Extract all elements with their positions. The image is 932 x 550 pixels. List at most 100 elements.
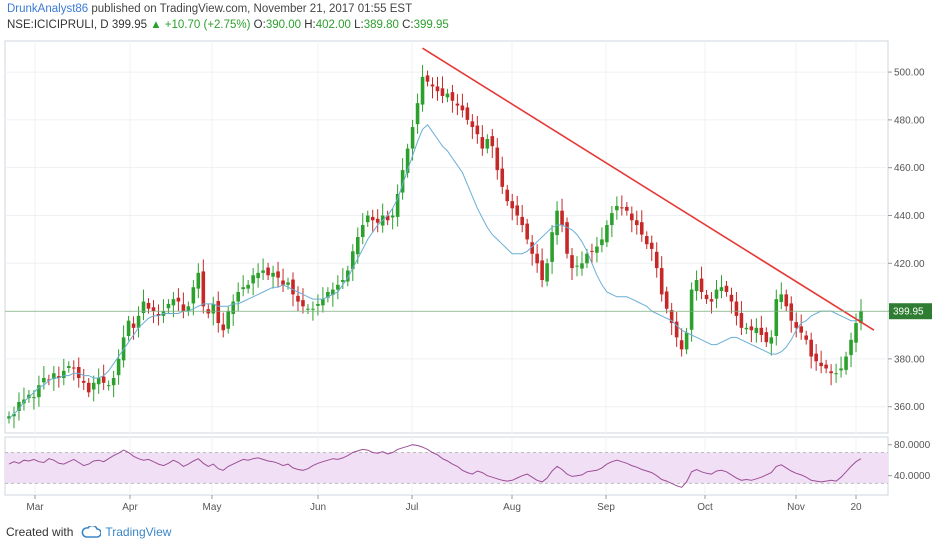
candle-body [704,294,709,300]
candle-body [146,302,151,309]
candle-body [246,284,250,289]
candle-body [659,268,664,295]
high-label: H: [304,19,316,31]
candle-body [789,303,794,321]
candle-body [365,215,370,223]
candle-body [430,84,435,87]
candle-body [555,210,559,236]
x-tick-label: May [203,502,222,513]
y-tick-label: 480.00 [894,115,925,126]
candle-body [734,301,739,316]
y-tick-label: 420.00 [894,259,925,270]
candle-body [71,367,76,369]
candle-body [156,313,161,316]
candle-body [535,253,539,264]
ma-line [8,123,862,420]
candle-body [739,313,744,328]
candle-body [181,304,186,312]
candle-body [126,320,131,336]
candle-body [321,299,325,306]
candle-body [550,232,554,262]
price-axis[interactable]: 500.00480.00460.00440.00420.00400.00380.… [5,68,932,414]
candle-body [66,366,71,368]
candle-body [714,289,719,299]
candle-body [346,270,350,282]
y-tick-label: 500.00 [894,68,925,79]
candle-body [500,168,505,187]
candle-body [465,107,470,120]
candle-body [545,263,549,282]
candle-body [625,206,629,211]
resistance-trendline [422,47,875,331]
price-pane-border [4,40,889,434]
candle-body [605,225,609,243]
author-link[interactable]: DrunkAnalyst86 [7,3,89,15]
rsi-band [5,452,888,484]
candle-body [445,93,450,98]
candle-body [490,136,495,147]
candle-body [136,315,141,328]
candle-body [291,279,295,295]
candle-body [17,401,21,412]
candle-body [839,368,843,371]
up-triangle-icon: ▲ [150,19,162,31]
candle-body [415,103,420,125]
publish-info: published on TradingView.com, November 2… [91,3,413,15]
time-axis[interactable]: Mar Apr May Jun Jul Aug Sep Oct Nov 20 [26,495,862,513]
candle-body [560,210,564,226]
symbol-name[interactable]: NSE:ICICIPRULI, D [7,19,109,31]
created-with-label: Created with [6,525,74,539]
candle-body [106,385,111,387]
x-tick-label: Aug [503,502,521,513]
candle-body [694,280,699,292]
candle-body [385,215,390,221]
candle-body [525,223,529,240]
low-value: 389.80 [363,19,399,31]
last-price-label: 399.95 [893,307,924,318]
candle-body [844,356,848,370]
x-tick-label: 20 [850,502,862,513]
candle-body [261,270,265,273]
chart-grid [5,41,888,495]
publish-line: DrunkAnalyst86 published on TradingView.… [7,3,412,15]
candle-body [331,289,335,295]
candle-body [266,267,270,276]
candle-body [819,362,823,367]
candle-body [37,385,41,398]
rsi-line [8,444,862,488]
candle-body [91,382,96,390]
candle-body [116,358,121,376]
chart-frame [4,40,889,496]
candle-body [749,326,754,331]
candle-body [759,327,764,335]
candle-body [849,339,853,356]
rsi-tick-label: 40.0000 [894,471,931,482]
y-tick-label: 460.00 [894,163,925,174]
candle-body [96,378,101,385]
candle-body [196,272,201,289]
tradingview-brand[interactable]: TradingView [105,525,172,539]
candle-body [42,378,46,383]
candle-body [754,327,759,334]
candle-body [151,307,156,312]
candle-body [460,105,465,111]
candle-body [341,280,345,282]
candle-body [620,207,624,209]
close-value: 399.95 [413,19,449,31]
high-value: 402.00 [315,19,351,31]
candle-body [191,287,196,304]
candle-body [774,299,779,336]
candle-body [570,255,574,269]
candle-body [689,289,694,330]
trendline[interactable] [422,47,875,331]
candle-body [52,373,56,379]
x-tick-label: Mar [26,502,44,513]
candle-body [709,299,714,302]
candle-body [176,297,181,302]
candle-body [410,127,415,149]
candle-body [101,376,106,383]
candle-body [565,222,569,254]
candle-body [779,294,784,303]
candle-body [236,291,240,302]
